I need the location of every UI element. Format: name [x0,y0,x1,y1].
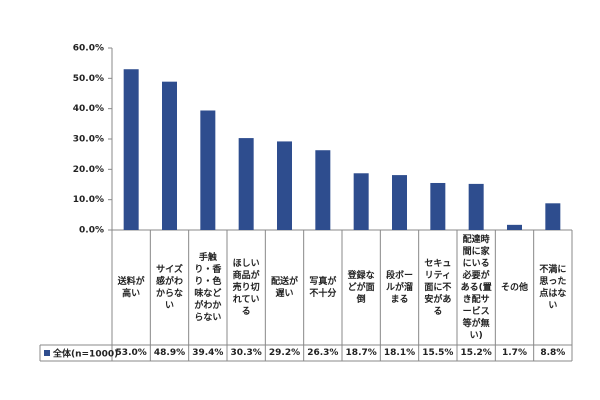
x-tick-label: 送料が高い [117,276,145,299]
x-tick-label: 配送が遅い [270,276,298,299]
bar [468,183,484,230]
y-tick-label: 20.0% [73,165,104,175]
legend-swatch [44,350,50,356]
y-tick-label: 40.0% [73,104,104,114]
y-tick-label: 10.0% [73,195,104,205]
y-tick-label: 50.0% [73,74,104,84]
value-label: 48.9% [153,348,186,358]
x-tick-label: 手触り・香り・色味などがわからない [194,252,222,323]
value-label: 26.3% [307,348,339,358]
y-tick-label: 60.0% [73,44,104,54]
x-tick-label: 不満に思った点はない [539,264,567,311]
legend-label: 全体(n=1000) [52,348,118,360]
value-label: 30.3% [230,348,262,358]
bar [353,173,369,230]
x-tick-label: その他 [500,282,528,293]
x-tick-label: 配達時間に家にいる必要がある(置き配サービス等が無い) [460,234,492,341]
bar [315,150,331,230]
bar [545,203,561,230]
x-tick-label: 写真が不十分 [309,276,337,299]
x-tick-label: サイズ感がわからない [155,264,183,311]
bar [277,141,292,230]
value-label: 1.7% [502,348,527,358]
bar [430,182,446,230]
value-label: 53.0% [115,348,147,358]
x-tick-label: 登録などが面倒 [347,270,375,305]
value-label: 39.4% [192,348,224,358]
value-label: 15.5% [422,348,454,358]
y-tick-label: 0.0% [79,226,104,236]
value-label: 15.2% [460,348,492,358]
x-tick-label: セキュリティ面に不安がある [424,258,452,317]
value-label: 18.7% [345,348,377,358]
bar [200,110,216,230]
bar [392,175,407,230]
value-label: 29.2% [268,348,301,358]
x-tick-label: ほしい商品が売り切れている [232,258,260,317]
value-label: 18.1% [383,348,416,358]
bar [162,81,177,230]
bar [238,138,254,230]
x-tick-label: 段ボールが溜まる [385,270,413,305]
y-tick-label: 30.0% [73,135,104,145]
value-label: 8.8% [540,348,566,358]
bar [123,69,139,230]
bar [507,224,522,230]
